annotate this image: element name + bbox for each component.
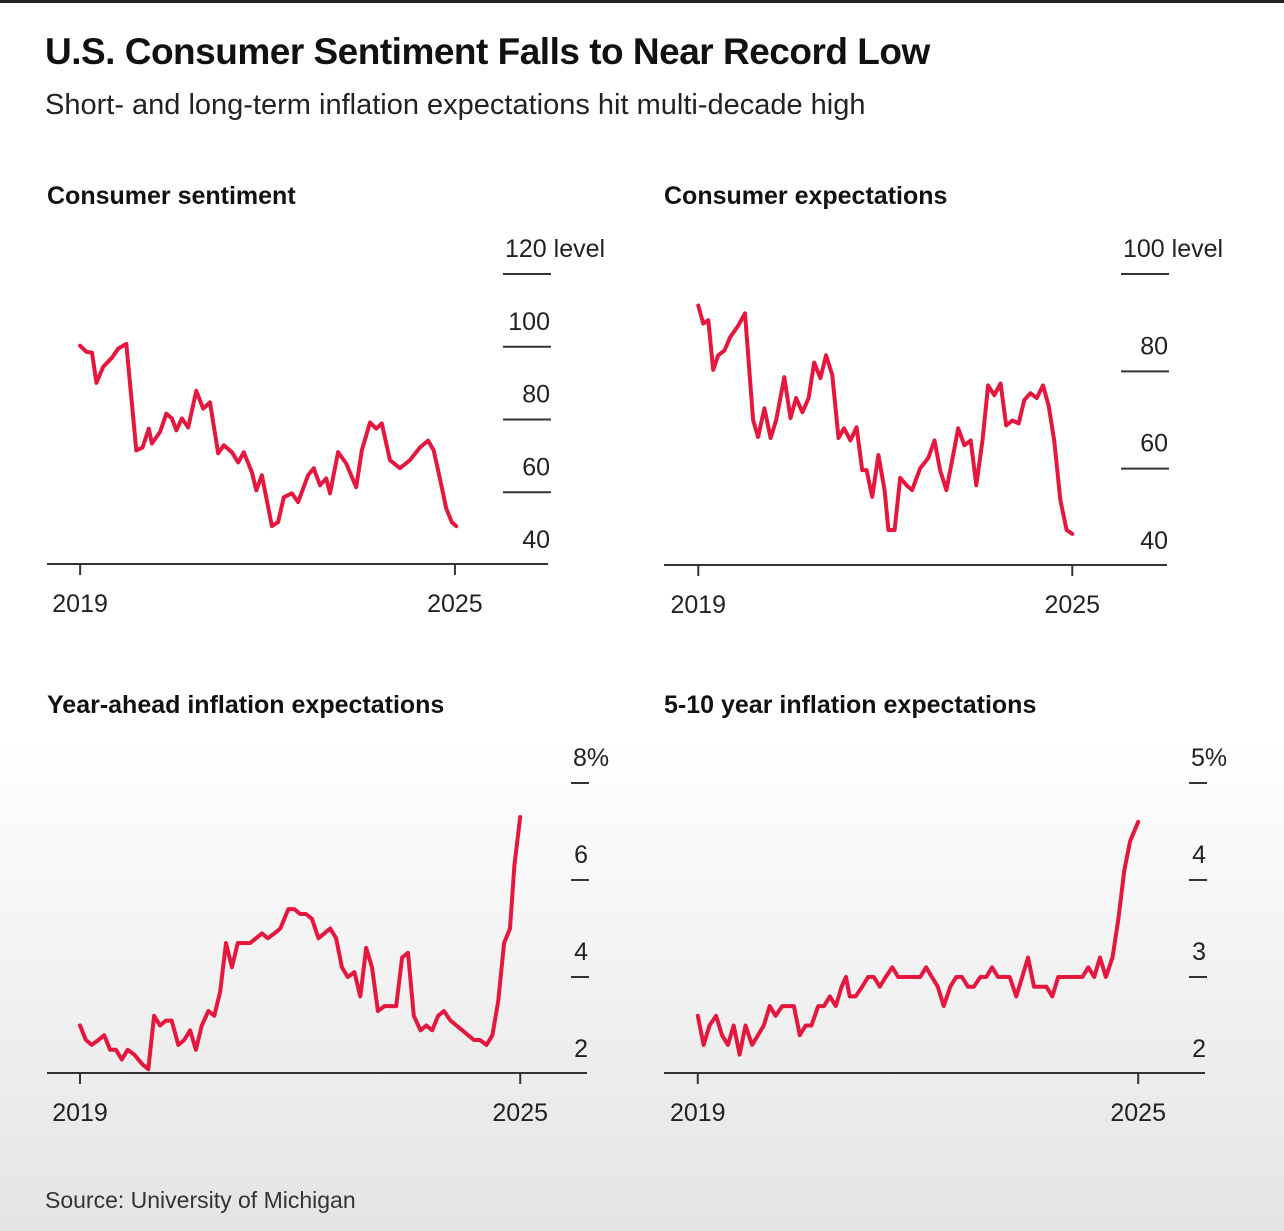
line bbox=[78, 815, 523, 1072]
x-tick-label: 2019 bbox=[670, 591, 726, 619]
panel-title: Consumer expectations bbox=[664, 182, 947, 210]
x-tick-label: 2025 bbox=[1110, 1099, 1166, 1127]
top-rule bbox=[0, 0, 1284, 3]
x-tick-label: 2019 bbox=[670, 1099, 726, 1127]
y-tick-label: 4 bbox=[1192, 841, 1206, 869]
y-tick-label: 120 level bbox=[505, 235, 605, 263]
x-tick-label: 2025 bbox=[1044, 591, 1100, 619]
y-tick-label: 80 bbox=[522, 381, 550, 409]
line bbox=[78, 341, 459, 529]
y-tick-label: 40 bbox=[1140, 527, 1168, 555]
y-tick-label: 5% bbox=[1191, 744, 1227, 772]
y-tick-label: 60 bbox=[1140, 430, 1168, 458]
y-tick-label: 2 bbox=[1192, 1035, 1206, 1063]
panel-title: Year-ahead inflation expectations bbox=[47, 691, 444, 719]
y-tick-label: 40 bbox=[522, 526, 550, 554]
panel-title: Consumer sentiment bbox=[47, 182, 296, 210]
panel-title: 5-10 year inflation expectations bbox=[664, 691, 1036, 719]
x-tick-label: 2025 bbox=[427, 590, 483, 618]
y-tick-label: 3 bbox=[1192, 938, 1206, 966]
y-tick-label: 4 bbox=[574, 938, 588, 966]
y-tick-label: 6 bbox=[574, 841, 588, 869]
y-tick-label: 60 bbox=[522, 453, 550, 481]
line bbox=[695, 819, 1141, 1057]
title: U.S. Consumer Sentiment Falls to Near Re… bbox=[45, 31, 930, 72]
y-tick-label: 80 bbox=[1140, 332, 1168, 360]
source: Source: University of Michigan bbox=[45, 1187, 356, 1213]
y-tick-label: 8% bbox=[573, 744, 609, 772]
y-tick-label: 100 bbox=[508, 308, 550, 336]
x-tick-label: 2019 bbox=[52, 590, 108, 618]
y-tick-label: 100 level bbox=[1123, 235, 1223, 263]
y-tick-label: 2 bbox=[574, 1035, 588, 1063]
x-tick-label: 2025 bbox=[492, 1099, 548, 1127]
x-tick-label: 2019 bbox=[52, 1099, 108, 1127]
line bbox=[696, 303, 1075, 536]
subtitle: Short- and long-term inflation expectati… bbox=[45, 89, 866, 121]
